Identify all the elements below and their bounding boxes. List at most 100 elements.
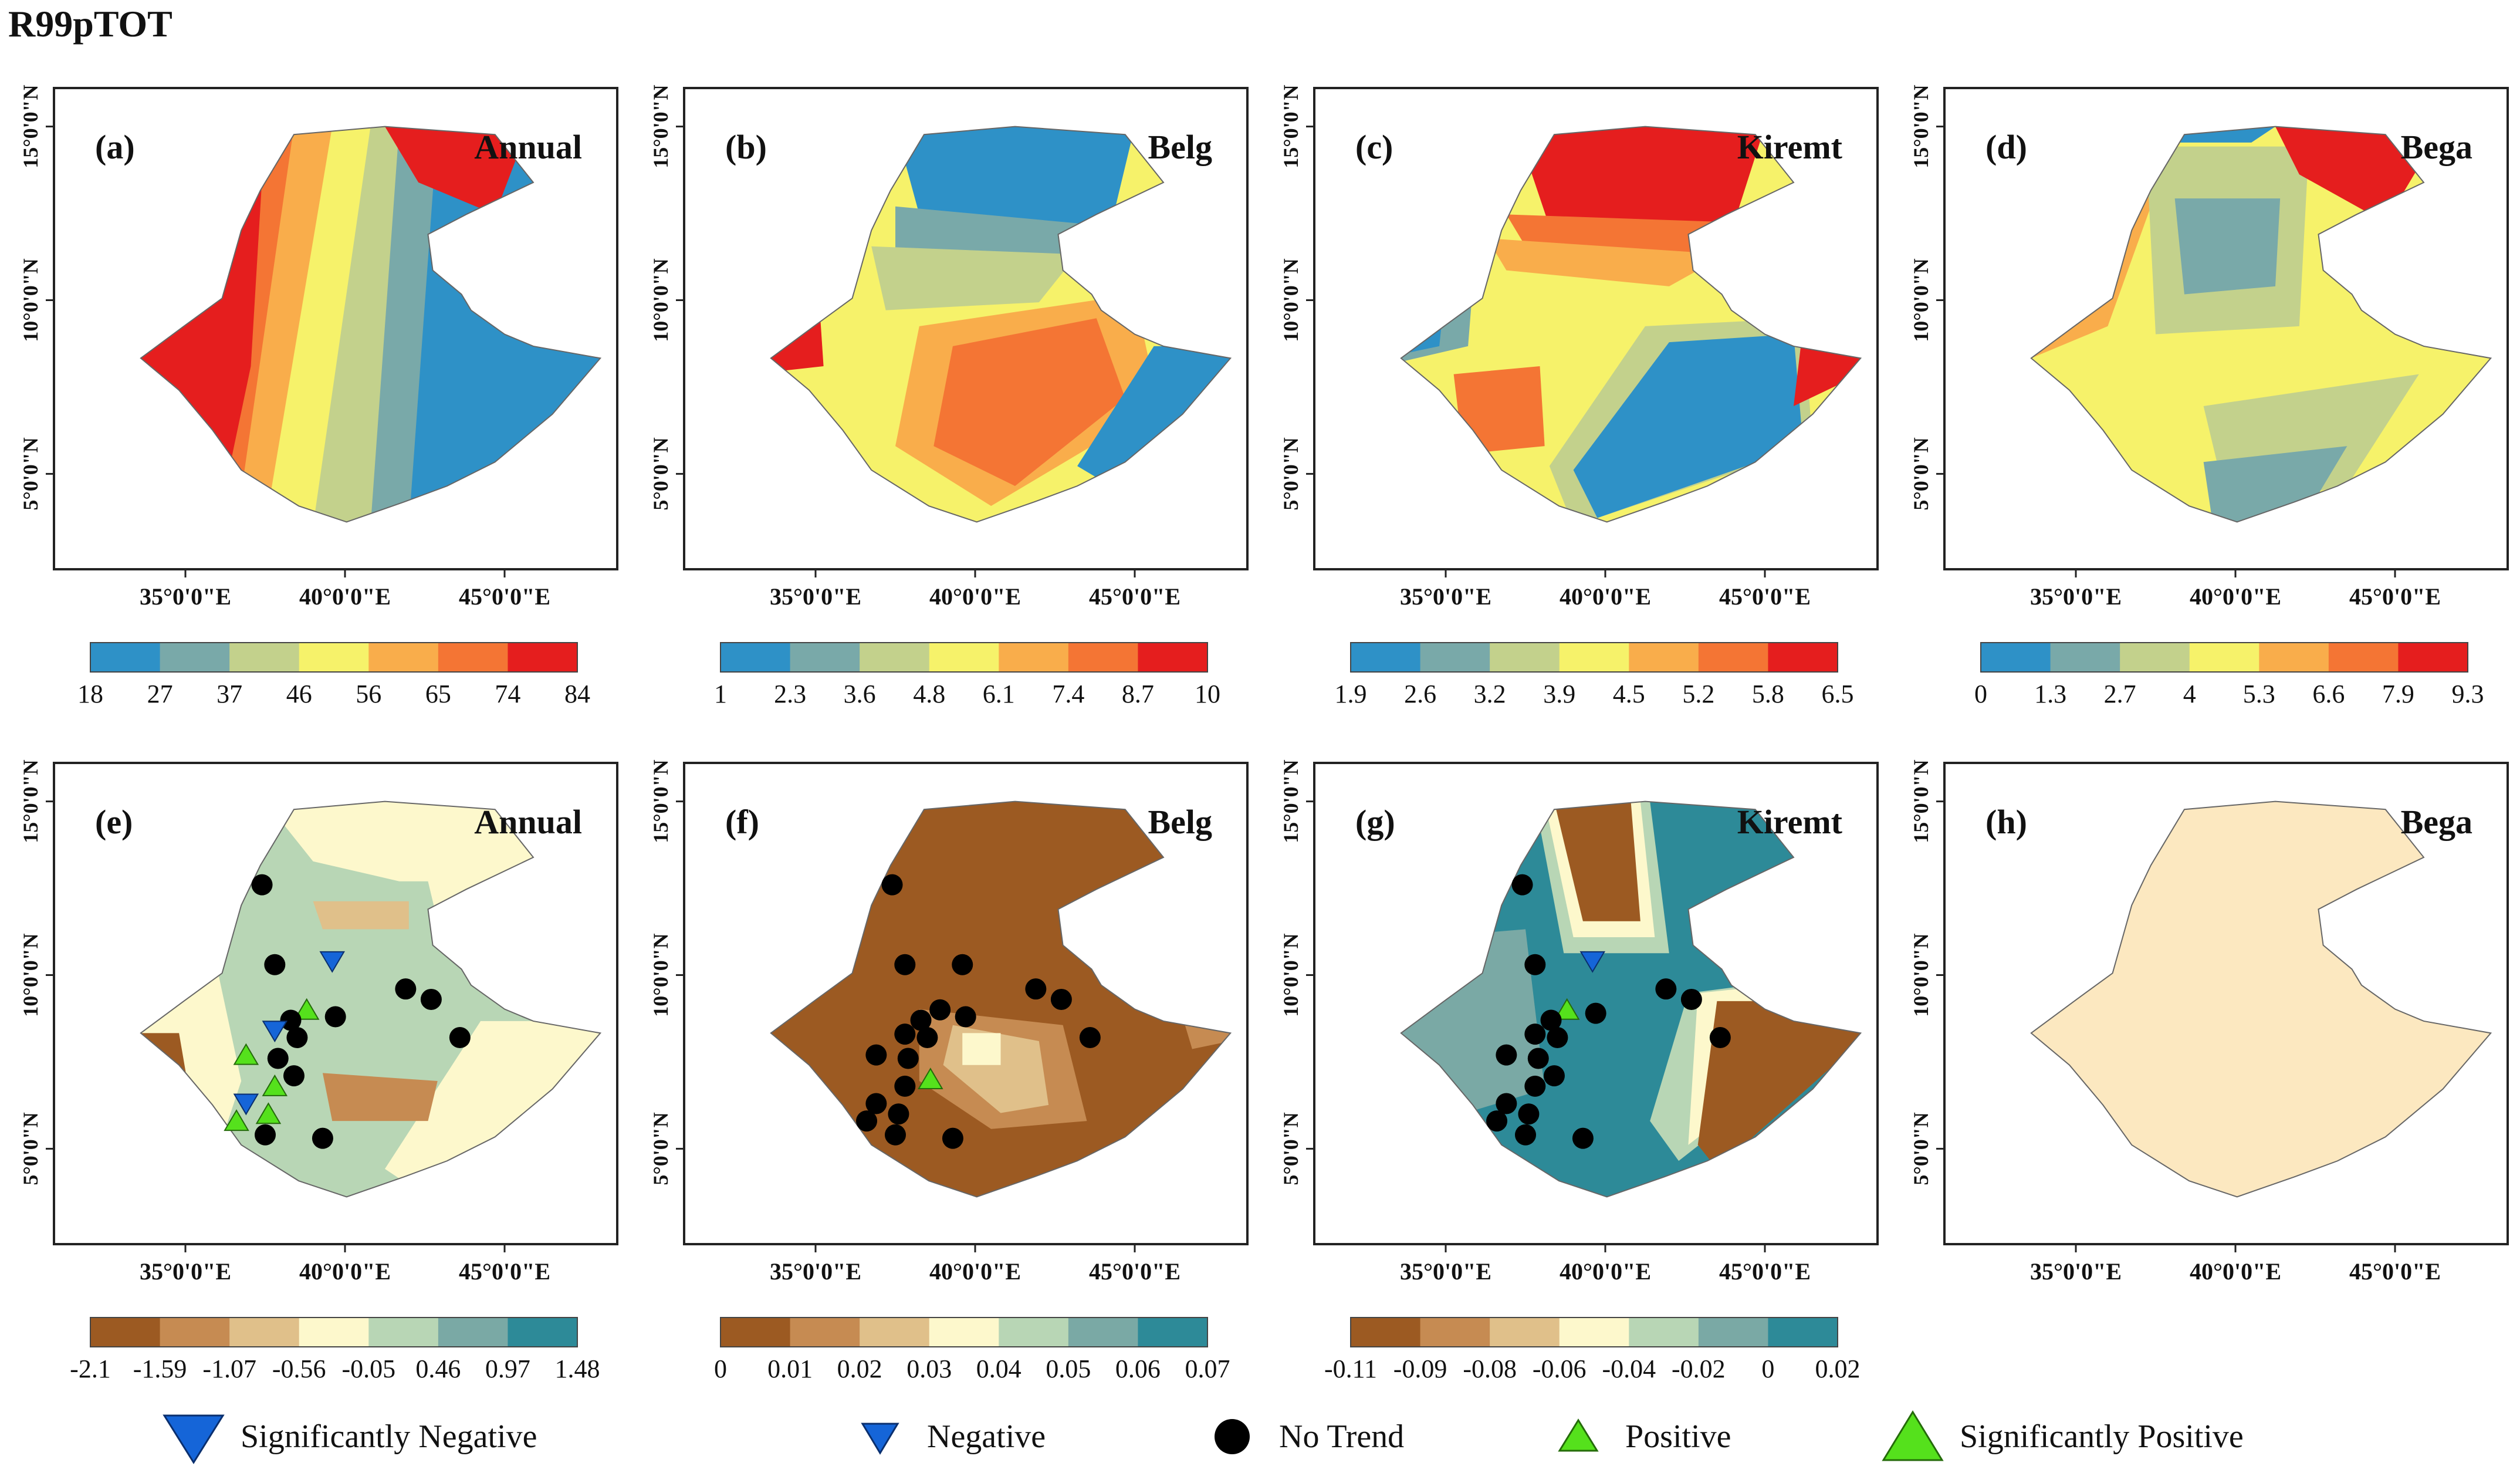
colorbar-segment — [2328, 643, 2399, 672]
station-no-trend — [894, 1023, 916, 1045]
y-tick-label: 5°0'0"N — [19, 437, 42, 510]
panel-label: (h) — [1985, 803, 2027, 841]
colorbar-segment — [2398, 643, 2468, 672]
panel-title: Annual — [474, 128, 582, 166]
colorbar-segment — [1629, 1318, 1699, 1347]
colorbar-frame — [90, 642, 578, 673]
station-negative — [262, 1021, 288, 1043]
station-no-trend — [286, 1027, 308, 1049]
y-tick-label: 15°0'0"N — [649, 85, 672, 168]
colorbar-tick-label: 0.04 — [976, 1354, 1021, 1383]
colorbar-segment — [438, 643, 509, 672]
panel-label: (c) — [1355, 128, 1393, 166]
colorbar-segment — [438, 1318, 509, 1347]
legend-symbol-no-trend — [1215, 1419, 1250, 1454]
x-tick-label: 40°0'0"E — [2190, 1258, 2281, 1285]
y-tick-label: 10°0'0"N — [19, 933, 42, 1016]
colorbar-tick-label: 4.5 — [1613, 680, 1645, 708]
y-tick-label: 10°0'0"N — [1909, 933, 1933, 1016]
contour-band — [2174, 198, 2281, 295]
station-no-trend — [251, 874, 273, 896]
colorbar-tick-label: 0.02 — [1815, 1354, 1861, 1383]
colorbar-tick-label: -0.02 — [1672, 1354, 1726, 1383]
colorbar-segment — [90, 643, 161, 672]
colorbar-tick-label: -0.08 — [1463, 1354, 1517, 1383]
colorbar-segment — [929, 643, 1000, 672]
colorbar-tick-label: -0.11 — [1324, 1354, 1377, 1383]
colorbar-segment — [1768, 643, 1838, 672]
colorbar-segment — [508, 643, 578, 672]
panel-c: (c) Kiremt 35°0'0"E 40°0'0"E 45°0'0"E 15°0'0"… — [1279, 85, 1879, 708]
country-outline — [1400, 126, 1862, 523]
legend-label: No Trend — [1279, 1418, 1404, 1455]
colorbar-segment — [860, 1318, 930, 1347]
station-no-trend — [449, 1027, 471, 1049]
colorbar-segment — [2189, 643, 2260, 672]
colorbar-tick-label: 1 — [714, 680, 727, 708]
panel-a: (a) Annual 35°0'0"E 40°0'0"E 45°0'0"E 15°0'0"… — [19, 85, 618, 708]
y-tick-label: 5°0'0"N — [1279, 1112, 1303, 1185]
x-tick-label: 45°0'0"E — [1719, 1258, 1811, 1285]
legend-label: Significantly Negative — [241, 1418, 537, 1455]
legend-item: Negative — [861, 1418, 1046, 1455]
station-no-trend — [1547, 1027, 1568, 1049]
country-outline — [140, 126, 602, 523]
y-tick-label: 10°0'0"N — [19, 258, 42, 342]
contour-band — [385, 1021, 601, 1197]
legend-symbol-negative — [861, 1423, 899, 1455]
x-tick-label: 35°0'0"E — [2030, 583, 2122, 610]
station-negative — [319, 951, 345, 973]
legend-symbol-sig-negative — [163, 1414, 225, 1464]
colorbar-tick-label: 0 — [1974, 680, 1987, 708]
legend-label: Positive — [1625, 1418, 1731, 1455]
x-tick-label: 45°0'0"E — [459, 583, 550, 610]
station-no-trend — [1543, 1065, 1565, 1087]
y-tick-label: 5°0'0"N — [1909, 1112, 1933, 1185]
station-no-trend — [1524, 954, 1546, 975]
country-outline — [2030, 800, 2492, 1198]
panel-title: Bega — [2401, 803, 2472, 841]
colorbar-tick-label: 0.06 — [1115, 1354, 1161, 1383]
colorbar-tick-label: 9.3 — [2452, 680, 2484, 708]
panel-title: Kiremt — [1737, 128, 1843, 166]
colorbar-segment — [229, 643, 300, 672]
station-no-trend — [1079, 1027, 1101, 1049]
colorbar-tick-label: 6.1 — [983, 680, 1015, 708]
colorbar-tick-label: 0 — [714, 1354, 727, 1383]
station-no-trend — [267, 1048, 289, 1069]
colorbar-tick-label: 4 — [2183, 680, 2196, 708]
y-tick-label: 5°0'0"N — [1909, 437, 1933, 510]
colorbar-segment — [1768, 1318, 1838, 1347]
colorbar-frame — [1350, 642, 1838, 673]
station-no-trend — [324, 1006, 346, 1028]
station-negative — [233, 1093, 259, 1116]
colorbar-tick-label: 3.6 — [844, 680, 876, 708]
station-positive — [918, 1068, 943, 1090]
colorbar-frame — [720, 1317, 1208, 1347]
colorbar-tick-label: -0.06 — [1533, 1354, 1587, 1383]
colorbar-tick-label: -0.04 — [1602, 1354, 1656, 1383]
x-tick-label: 40°0'0"E — [1560, 583, 1651, 610]
contour-band — [1516, 126, 1765, 246]
colorbar-segment — [1138, 643, 1208, 672]
colorbar-tick-label: 6.5 — [1822, 680, 1854, 708]
panel-title: Bega — [2401, 128, 2472, 166]
colorbar-segment — [2259, 643, 2329, 672]
contour-band — [1573, 334, 1804, 518]
x-tick-label: 45°0'0"E — [2349, 1258, 2441, 1285]
colorbar-segment — [160, 643, 231, 672]
colorbar-segment — [999, 643, 1069, 672]
legend-symbol-sig-positive — [1882, 1410, 1944, 1461]
contour-band — [895, 126, 1135, 227]
panel-label: (e) — [95, 803, 133, 841]
station-no-trend — [856, 1110, 878, 1132]
colorbar-tick-label: 2.7 — [2104, 680, 2136, 708]
station-no-trend — [910, 1009, 932, 1031]
colorbar-tick-label: -2.1 — [70, 1354, 111, 1383]
colorbar-tick-label: -0.05 — [341, 1354, 395, 1383]
station-no-trend — [865, 1093, 887, 1114]
colorbar-tick-label: 3.2 — [1474, 680, 1506, 708]
colorbar-tick-label: 0 — [1761, 1354, 1774, 1383]
